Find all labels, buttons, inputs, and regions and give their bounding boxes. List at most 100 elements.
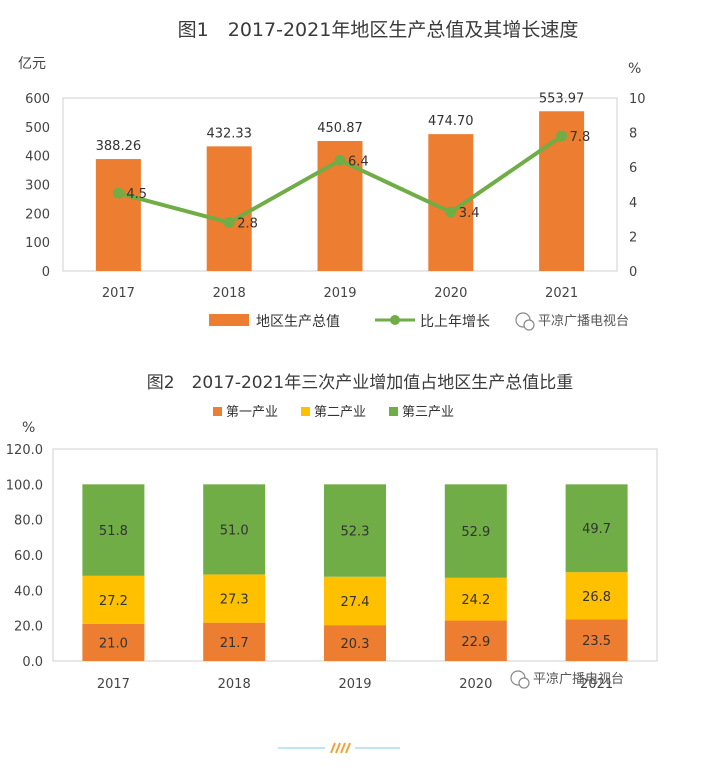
chart2-segment-2021-3 [565, 484, 628, 573]
chart2-title: 图2 2017-2021年三次产业增加值占地区生产总值比重 [147, 373, 573, 393]
legend-label-growth: 比上年增长 [420, 314, 490, 330]
chart1-left-tick: 500 [25, 121, 50, 136]
chart1-category-2019: 2019 [323, 286, 356, 301]
chart2-segment-label-2020-2: 24.2 [461, 593, 490, 608]
chart1-growth-label-2017: 4.5 [126, 187, 147, 202]
chart1-category-2021: 2021 [545, 286, 578, 301]
chart2-segment-2019-2 [324, 576, 386, 626]
chart1-left-tick: 0 [42, 265, 50, 280]
wechat-icon-small [523, 319, 535, 331]
legend-swatch-secondary [301, 407, 310, 416]
legend-swatch-growth-marker [390, 315, 400, 325]
chart2-category-2021: 2021 [580, 677, 613, 692]
chart2-segment-label-2020-3: 52.9 [461, 525, 490, 540]
watermark-1-text: 平凉广播电视台 [538, 314, 629, 329]
chart1-right-tick: 6 [629, 161, 637, 176]
chart1-growth-point-2021 [556, 130, 568, 142]
chart2-tick: 60.0 [14, 549, 43, 564]
chart2-segment-2017-2 [82, 575, 145, 624]
chart1-bar-label-2020: 474.70 [428, 114, 474, 129]
chart1-left-tick: 600 [25, 92, 50, 107]
chart2-segment-2021-1 [565, 619, 628, 661]
watermark-2-text: 平凉广播电视台 [533, 672, 624, 687]
chart2-segment-label-2019-1: 20.3 [341, 637, 370, 652]
watermark-2: 平凉广播电视台 [510, 670, 624, 689]
chart1-growth-point-2019 [334, 154, 346, 166]
chart1-growth-label-2018: 2.8 [237, 217, 258, 232]
chart2-tick: 0.0 [22, 655, 43, 670]
watermark-1: 平凉广播电视台 [515, 312, 629, 331]
chart1-growth-point-2018 [223, 217, 235, 229]
chart2-unit: % [22, 420, 35, 436]
chart2-segment-label-2017-3: 51.8 [99, 524, 128, 539]
chart1-title: 图1 2017-2021年地区生产总值及其增长速度 [178, 19, 579, 41]
chart2-segment-2017-3 [82, 484, 145, 576]
chart1-category-2020: 2020 [434, 286, 467, 301]
chart1-bar-label-2019: 450.87 [317, 121, 363, 136]
wechat-icon-2-small [518, 677, 530, 689]
chart2-tick: 80.0 [14, 514, 43, 529]
chart2-category-2018: 2018 [218, 677, 251, 692]
chart2-segment-label-2018-3: 51.0 [220, 523, 249, 538]
chart1-left-tick: 300 [25, 179, 50, 194]
chart2-segment-label-2018-2: 27.3 [220, 593, 249, 608]
legend-label-tertiary: 第三产业 [402, 405, 454, 420]
chart1-left-tick: 200 [25, 207, 50, 222]
chart1-bar-label-2018: 432.33 [206, 126, 252, 141]
chart1-left-unit: 亿元 [18, 56, 46, 72]
chart2-tick: 20.0 [14, 620, 43, 635]
chart2-segment-2021-2 [565, 572, 628, 620]
chart2-category-2017: 2017 [97, 677, 130, 692]
chart1-growth-point-2017 [112, 187, 124, 199]
chart2-segment-label-2018-1: 21.7 [220, 636, 249, 651]
chart2-segment-2020-2 [444, 577, 507, 621]
chart1-right-tick: 8 [629, 127, 637, 142]
chart2-segment-2020-1 [444, 620, 507, 661]
chart2-category-2019: 2019 [338, 677, 371, 692]
chart2-segment-label-2017-2: 27.2 [99, 594, 128, 609]
chart2-segment-label-2019-3: 52.3 [341, 525, 370, 540]
chart2-segment-label-2021-1: 23.5 [582, 634, 611, 649]
chart2-tick: 40.0 [14, 584, 43, 599]
chart2-segment-label-2021-2: 26.8 [582, 590, 611, 605]
legend-label-primary: 第一产业 [226, 405, 278, 420]
chart1-bar-2018 [206, 146, 252, 271]
chart2-segment-2019-1 [324, 625, 386, 661]
legend-label-secondary: 第二产业 [314, 405, 366, 420]
chart1-right-tick: 0 [629, 265, 637, 280]
chart1-left-tick: 400 [25, 150, 50, 165]
chart2-segment-2018-3 [203, 484, 266, 575]
chart1-category-2018: 2018 [213, 286, 246, 301]
chart1-bar-label-2021: 553.97 [539, 91, 585, 106]
chart2-segment-2017-1 [82, 623, 145, 661]
chart1-right-tick: 2 [629, 230, 637, 245]
chart2-segment-label-2021-3: 49.7 [582, 522, 611, 537]
legend-swatch-gdp [209, 314, 249, 326]
footer-divider [278, 742, 400, 754]
chart1-left-tick: 100 [25, 236, 50, 251]
chart2-category-2020: 2020 [459, 677, 492, 692]
chart2-segment-2018-2 [203, 574, 266, 623]
legend-swatch-primary [213, 407, 222, 416]
chart1-right-tick: 4 [629, 196, 637, 211]
chart1-growth-label-2019: 6.4 [348, 154, 369, 169]
chart1-category-2017: 2017 [102, 286, 135, 301]
chart1-growth-label-2020: 3.4 [459, 206, 480, 221]
chart2-segment-2018-1 [203, 622, 266, 661]
chart2-segment-label-2019-2: 27.4 [341, 595, 370, 610]
chart1-bar-2017 [95, 159, 141, 271]
chart2-tick: 100.0 [6, 478, 43, 493]
chart2-segment-2020-3 [444, 484, 507, 578]
chart1-growth-label-2021: 7.8 [570, 130, 591, 145]
chart1-growth-point-2020 [445, 206, 457, 218]
chart2-tick: 120.0 [6, 443, 43, 458]
chart2-segment-label-2017-1: 21.0 [99, 636, 128, 651]
legend-swatch-tertiary [389, 407, 398, 416]
chart1-bar-label-2017: 388.26 [96, 139, 142, 154]
legend-label-gdp: 地区生产总值 [256, 314, 340, 330]
chart2-segment-label-2020-1: 22.9 [461, 635, 490, 650]
chart1-right-unit: % [628, 61, 641, 77]
chart1-right-tick: 10 [629, 92, 646, 107]
chart2-segment-2019-3 [324, 484, 386, 577]
